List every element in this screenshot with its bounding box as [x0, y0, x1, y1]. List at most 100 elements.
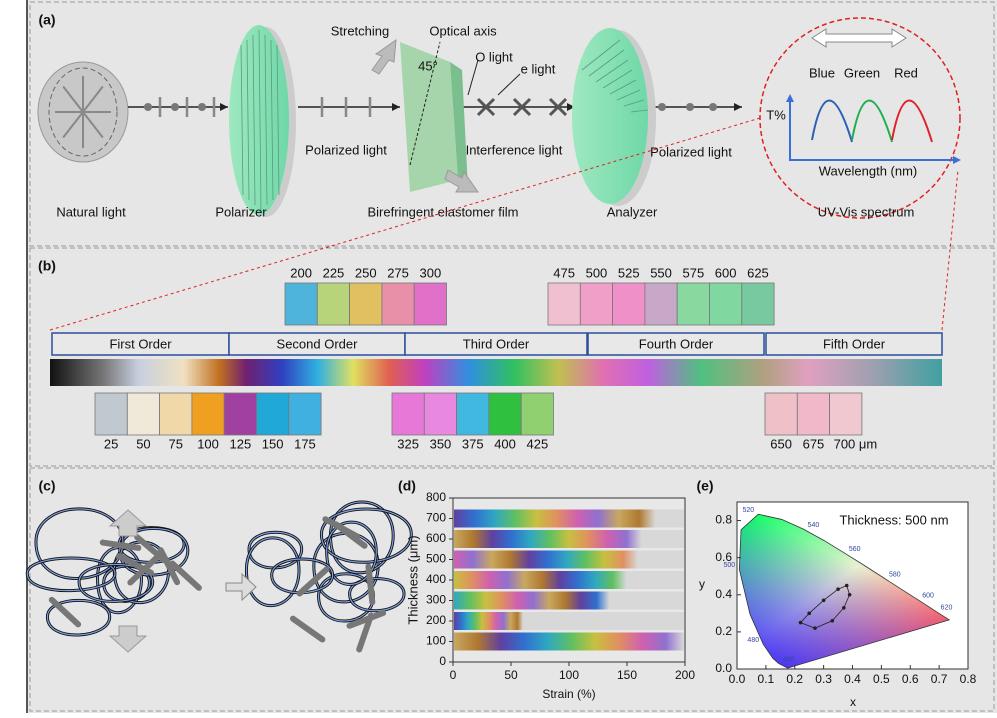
- polymer-chain: [248, 531, 303, 569]
- natural-light-arrow: [62, 85, 84, 113]
- color-swatch: [159, 392, 193, 436]
- color-swatch: [579, 282, 613, 326]
- order-box: [765, 332, 943, 356]
- swatch-label: 75: [169, 436, 183, 451]
- x-axis-title: Strain (%): [542, 687, 595, 701]
- x-tick-label: 0.1: [758, 672, 775, 686]
- polymer-chain: [26, 557, 116, 592]
- swatch-label: 700 μm: [834, 436, 878, 451]
- color-swatch: [676, 282, 710, 326]
- y-tick-label: 200: [426, 613, 446, 627]
- axis-arrow-y: [786, 94, 794, 102]
- beam-arrow: [567, 103, 575, 111]
- color-swatch: [547, 282, 581, 326]
- swatch-label: 525: [618, 265, 640, 280]
- zoom-line: [941, 169, 959, 331]
- left-margin: [0, 0, 26, 713]
- beam-arrow: [220, 103, 228, 111]
- color-swatch: [612, 282, 646, 326]
- color-swatch: [741, 282, 775, 326]
- polarization-dot: [198, 103, 206, 111]
- x-tick-label: 150: [617, 668, 637, 682]
- color-swatch: [316, 282, 350, 326]
- x-tick-label: 0.2: [786, 672, 803, 686]
- swatch-label: 175: [294, 436, 316, 451]
- crystal-rod: [322, 516, 361, 540]
- label-natural-light: Natural light: [56, 204, 126, 219]
- o-light-arrow: [467, 59, 479, 96]
- cie-diagram-blue: [738, 513, 951, 669]
- x-tick-label: 100: [559, 668, 579, 682]
- color-swatch: [126, 392, 161, 436]
- y-tick-label: 0.0: [715, 661, 732, 675]
- analyzer: [572, 28, 648, 204]
- color-swatch: [709, 282, 743, 326]
- color-swatch: [488, 392, 522, 436]
- optical-axis: [409, 41, 441, 166]
- color-swatch: [829, 392, 863, 436]
- spectrum-curve: [891, 99, 933, 143]
- order-label: Fifth Order: [823, 336, 886, 351]
- swatch-label: 225: [323, 265, 345, 280]
- swatch-label: 325: [397, 436, 419, 451]
- spectrum-axes: [789, 100, 955, 161]
- polymer-chain: [35, 508, 124, 579]
- color-swatch: [223, 392, 257, 436]
- data-point: [821, 598, 826, 603]
- swatch-label: 400: [494, 436, 516, 451]
- transform-arrow: [225, 572, 257, 602]
- label-polarized-light-2: Polarized light: [650, 144, 732, 159]
- color-swatch: [284, 282, 318, 326]
- data-point: [830, 618, 835, 623]
- color-swatch: [391, 392, 425, 436]
- e-light-arrow: [497, 73, 521, 96]
- polarizer-line: [264, 34, 268, 206]
- y-tick-label: 300: [426, 593, 446, 607]
- color-swatch: [456, 392, 490, 436]
- x-tick-label: 0.7: [931, 672, 948, 686]
- swatch-label: 125: [229, 436, 251, 451]
- panel-label: (d): [398, 478, 416, 494]
- polymer-chain: [329, 501, 394, 574]
- color-trajectory: [799, 584, 851, 629]
- swatch-label: 150: [262, 436, 284, 451]
- crystal-rod: [365, 563, 376, 606]
- natural-light-arrow: [82, 111, 104, 139]
- polarization-dot: [144, 103, 152, 111]
- film: [400, 42, 458, 192]
- swatch-label: 275: [387, 265, 409, 280]
- crystal-rod: [48, 596, 82, 628]
- x-tick-label: 50: [504, 668, 518, 682]
- polarizer-line: [246, 39, 250, 201]
- swatch-label: 550: [650, 265, 672, 280]
- panel-label: (a): [38, 12, 55, 28]
- analyzer-line: [602, 69, 633, 89]
- spectrum-x-label: Wavelength (nm): [819, 163, 918, 178]
- y-tick-label: 0.2: [715, 624, 732, 638]
- x-tick-label: 0.6: [902, 672, 919, 686]
- analyzer-line: [630, 109, 649, 113]
- color-swatch: [413, 282, 447, 326]
- spectrum-curve: [851, 99, 893, 143]
- swatch-label: 675: [803, 436, 825, 451]
- swatch-label: 200: [290, 265, 312, 280]
- color-swatch: [349, 282, 383, 326]
- polarization-dot: [709, 103, 717, 111]
- label-optical-axis: Optical axis: [429, 23, 497, 38]
- natural-light-arrow: [82, 85, 104, 113]
- label-angle: 45°: [418, 58, 438, 73]
- crystal-rod: [289, 615, 326, 643]
- swatch-label: 25: [104, 436, 118, 451]
- panel-borders: [29, 1, 995, 712]
- stretch-up: [108, 509, 148, 537]
- order-label: First Order: [109, 336, 172, 351]
- swatch-label: 475: [553, 265, 575, 280]
- crystal-rod: [99, 539, 142, 551]
- cross-mark: [548, 97, 568, 117]
- natural-light-ring: [48, 67, 118, 157]
- polarizer: [229, 25, 289, 215]
- color-swatch: [288, 392, 322, 436]
- polarization-dot: [686, 103, 694, 111]
- panel-label: (b): [38, 258, 56, 274]
- crystal-rod: [169, 560, 202, 591]
